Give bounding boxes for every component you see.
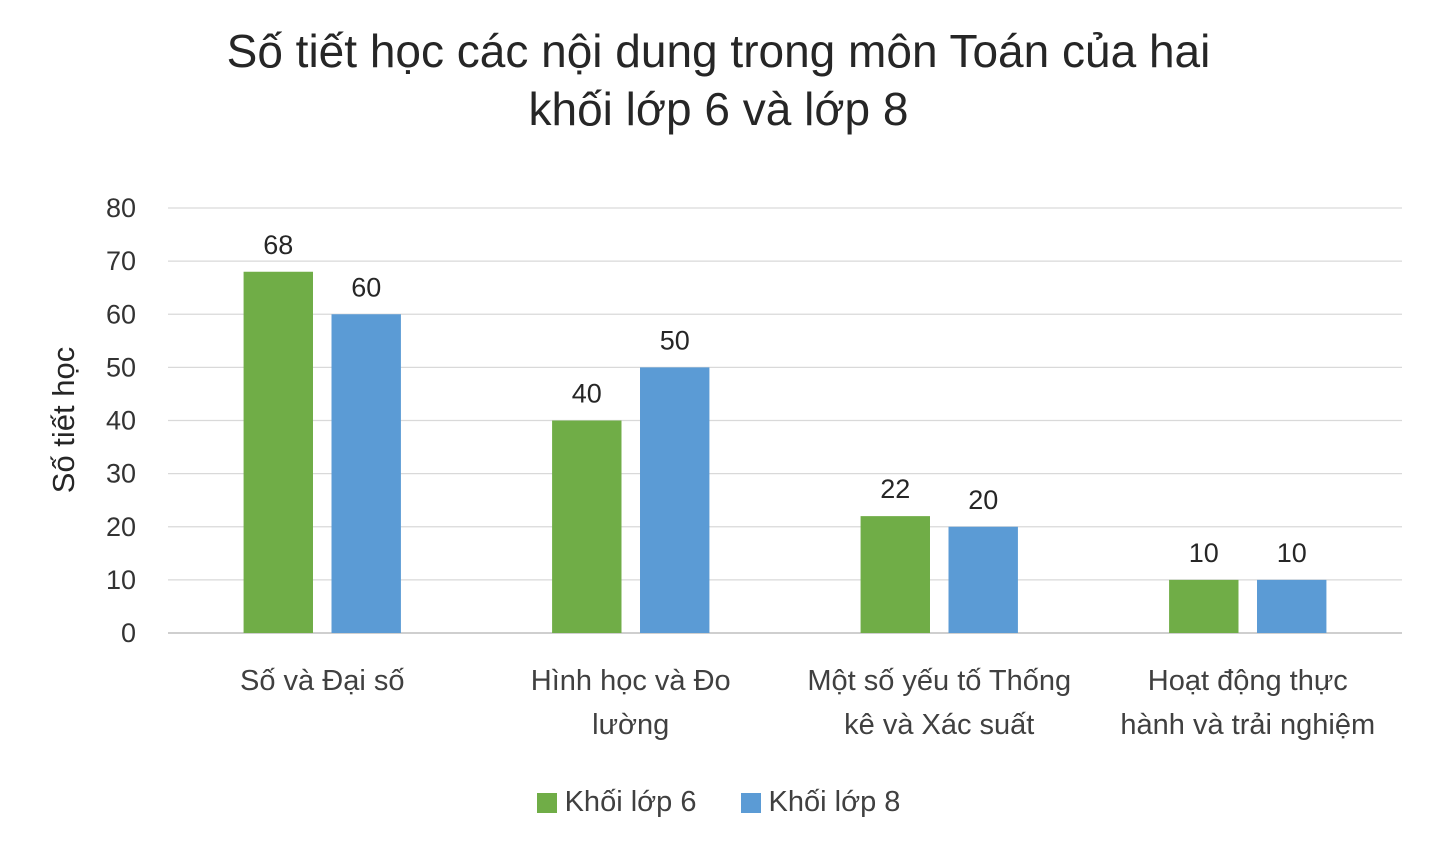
y-tick-label: 60 xyxy=(106,299,136,329)
legend: Khối lớp 6 Khối lớp 8 xyxy=(0,786,1437,821)
y-tick-label: 30 xyxy=(106,459,136,489)
category-label-4: Hoạt động thực hành và trải nghiệm xyxy=(1120,665,1375,741)
bar-series-2-cat-3 xyxy=(948,526,1018,633)
y-tick-label: 10 xyxy=(106,565,136,595)
data-label-series-2-cat-3: 20 xyxy=(968,485,998,515)
category-label-2: Hình học và Đo lường xyxy=(531,665,731,741)
bar-series-2-cat-1 xyxy=(331,314,401,633)
bar-series-1-cat-3 xyxy=(860,516,930,633)
y-tick-label: 70 xyxy=(106,246,136,276)
bars xyxy=(243,271,1327,633)
data-label-series-1-cat-1: 68 xyxy=(263,230,293,260)
y-tick-label: 0 xyxy=(121,618,136,648)
legend-label-series-2: Khối lớp 8 xyxy=(768,786,901,818)
category-label-1: Số và Đại số xyxy=(240,665,404,697)
data-label-series-2-cat-4: 10 xyxy=(1277,538,1307,568)
y-axis-ticks: 0 10 20 30 40 50 60 70 80 xyxy=(106,193,136,648)
data-labels: 68 60 40 50 22 20 10 10 xyxy=(263,230,1306,568)
y-tick-label: 50 xyxy=(106,352,136,382)
chart-title-line-2: khối lớp 6 và lớp 8 xyxy=(528,83,909,135)
bar-series-1-cat-4 xyxy=(1169,579,1239,633)
data-label-series-1-cat-4: 10 xyxy=(1189,538,1219,568)
category-label-3: Một số yếu tố Thống kê và Xác suất xyxy=(807,665,1071,741)
y-tick-label: 40 xyxy=(106,406,136,436)
y-axis-label: Số tiết học xyxy=(46,347,81,493)
chart-title-line-1: Số tiết học các nội dung trong môn Toán … xyxy=(226,25,1211,77)
legend-item-series-1: Khối lớp 6 xyxy=(536,786,697,819)
legend-swatch-series-1 xyxy=(536,792,557,813)
chart-title: Số tiết học các nội dung trong môn Toán … xyxy=(0,22,1437,138)
bar-series-1-cat-1 xyxy=(243,271,313,633)
category-labels: Số và Đại số Hình học và Đo lường Một số yế… xyxy=(240,665,1375,741)
data-label-series-2-cat-1: 60 xyxy=(351,272,381,302)
legend-swatch-series-2 xyxy=(740,792,761,813)
legend-label-series-1: Khối lớp 6 xyxy=(564,786,697,818)
y-tick-label: 20 xyxy=(106,512,136,542)
legend-item-series-2: Khối lớp 8 xyxy=(740,786,901,819)
data-label-series-1-cat-2: 40 xyxy=(572,379,602,409)
data-label-series-1-cat-3: 22 xyxy=(880,474,910,504)
bar-series-1-cat-2 xyxy=(552,420,622,633)
data-label-series-2-cat-2: 50 xyxy=(660,325,690,355)
chart-plot: 0 10 20 30 40 50 60 70 80 68 60 40 50 22 20 10 10 Số và… xyxy=(46,193,1402,741)
y-tick-label: 80 xyxy=(106,193,136,223)
bar-series-2-cat-2 xyxy=(640,367,710,633)
bar-series-2-cat-4 xyxy=(1257,579,1327,633)
